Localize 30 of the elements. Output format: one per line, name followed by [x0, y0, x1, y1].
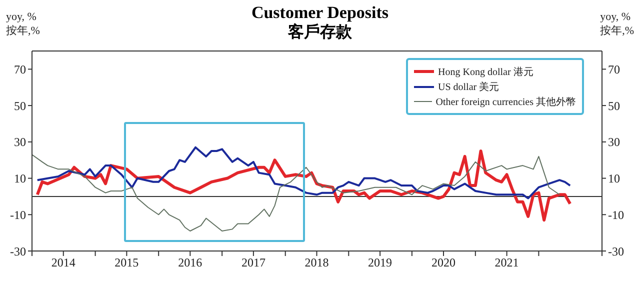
y2-tick-label: 30 — [608, 135, 620, 150]
y2-tick-label: 10 — [608, 172, 620, 186]
y-tick-label: -10 — [10, 208, 26, 222]
y2-tick-label: -30 — [608, 244, 624, 258]
legend-label: Hong Kong dollar 港元 — [438, 66, 534, 78]
y-tick-label: -30 — [10, 244, 26, 258]
y-tick-label: 70 — [14, 62, 26, 76]
x-tick-label: 2019 — [368, 256, 392, 270]
chart-title: Customer Deposits — [251, 3, 389, 22]
line-series — [32, 154, 560, 232]
line-series — [36, 150, 572, 222]
x-tick-label: 2014 — [51, 256, 76, 270]
x-tick-label: 2020 — [432, 256, 456, 270]
x-tick-label: 2018 — [304, 256, 329, 270]
legend-label: Other foreign currencies 其他外幣 — [436, 96, 576, 108]
line-series — [36, 146, 572, 200]
y2-axis-title: yoy, % 按年,% — [600, 10, 634, 38]
x-tick-label: 2015 — [114, 256, 139, 270]
y-tick-label: 10 — [14, 172, 26, 186]
y2-tick-label: 70 — [608, 62, 620, 76]
y-tick-label: 30 — [14, 135, 26, 150]
x-tick-label: 2021 — [494, 256, 519, 270]
y-tick-label: 50 — [14, 98, 26, 113]
y2-tick-label: -10 — [608, 208, 624, 222]
y-axis-title: yoy, % 按年,% — [6, 10, 40, 38]
x-tick-label: 2017 — [241, 256, 266, 270]
chart-subtitle: 客戶存款 — [288, 24, 352, 41]
legend-label: US dollar 美元 — [438, 80, 500, 94]
y2-tick-label: 50 — [608, 98, 620, 113]
x-tick-label: 2016 — [178, 256, 202, 270]
